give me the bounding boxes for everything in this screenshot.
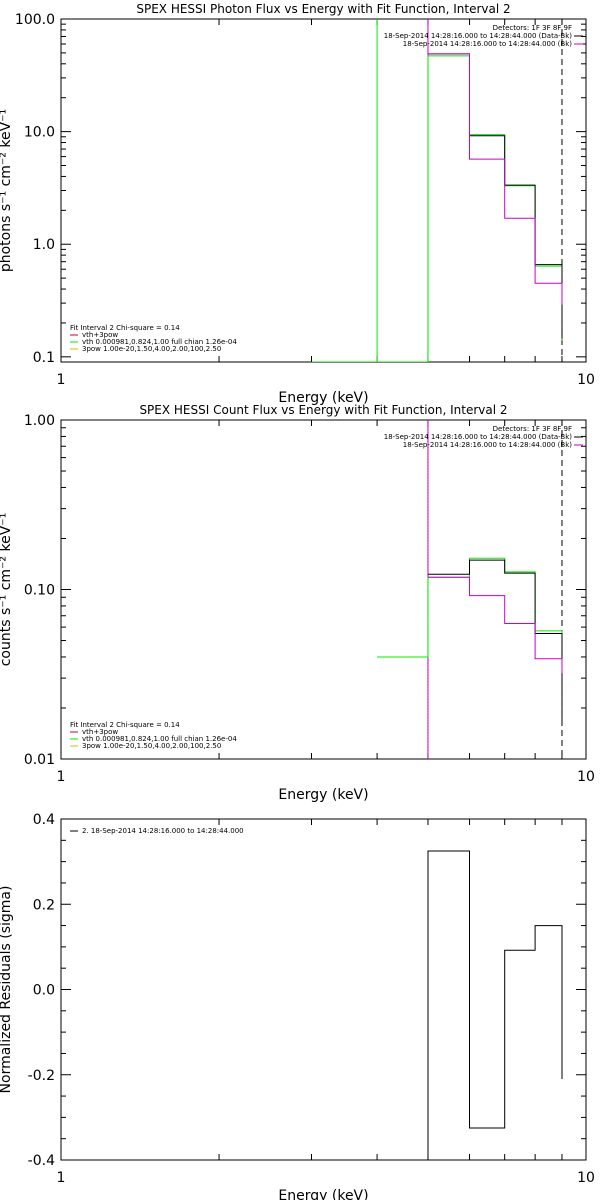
legend-entry: vth 0.000981,0.824,1.00 full chian 1.26e… bbox=[82, 735, 237, 743]
legend-entry: 2. 18-Sep-2014 14:28:16.000 to 14:28:44.… bbox=[82, 827, 244, 835]
legend-entry: 3pow 1.00e-20,1.50,4.00,2.00,100,2.50 bbox=[82, 345, 221, 353]
y-axis-label: photons s⁻¹ cm⁻² keV⁻¹ bbox=[0, 109, 14, 272]
y-axis-label: Normalized Residuals (sigma) bbox=[0, 886, 14, 1094]
y-tick-label: 1.00 bbox=[24, 413, 55, 429]
x-axis-label: Energy (keV) bbox=[278, 787, 368, 803]
x-tick-label: 1 bbox=[57, 769, 66, 785]
legend-header-text: Detectors: 1F 3F 8F 9F bbox=[493, 24, 572, 32]
chart-title: SPEX HESSI Photon Flux vs Energy with Fi… bbox=[136, 2, 510, 16]
plot-frame bbox=[60, 419, 587, 760]
y-tick-label: 100.0 bbox=[15, 12, 55, 28]
x-tick-label: 10 bbox=[577, 1170, 595, 1186]
legend-header-text: 18-Sep-2014 14:28:16.000 to 14:28:44.000… bbox=[403, 40, 573, 48]
y-tick-label: -0.4 bbox=[28, 1153, 55, 1169]
chart-title: SPEX HESSI Count Flux vs Energy with Fit… bbox=[139, 403, 507, 417]
series-step-line bbox=[377, 557, 563, 720]
legend-entry: vth 0.000981,0.824,1.00 full chian 1.26e… bbox=[82, 338, 237, 346]
y-axis-label: counts s⁻¹ cm⁻² keV⁻¹ bbox=[0, 513, 14, 667]
series-step-line bbox=[311, 55, 563, 362]
legend-header-text: 18-Sep-2014 14:28:16.000 to 14:28:44.000… bbox=[403, 441, 573, 449]
x-tick-label: 10 bbox=[577, 372, 595, 388]
legend-entry: vth+3pow bbox=[82, 331, 118, 339]
series-step-line bbox=[428, 576, 563, 674]
y-tick-label: 0.4 bbox=[33, 812, 55, 828]
y-tick-label: 1.0 bbox=[33, 237, 55, 253]
y-tick-label: 10.0 bbox=[24, 125, 55, 141]
x-tick-label: 1 bbox=[57, 1170, 66, 1186]
legend-header-text: 18-Sep-2014 14:28:16.000 to 14:28:44.000… bbox=[384, 433, 573, 441]
x-tick-label: 10 bbox=[577, 769, 595, 785]
series-step-line bbox=[428, 53, 563, 305]
x-tick-label: 1 bbox=[57, 372, 66, 388]
y-tick-label: 0.0 bbox=[33, 983, 55, 999]
y-tick-label: 0.01 bbox=[24, 752, 55, 768]
legend-header-text: 18-Sep-2014 14:28:16.000 to 14:28:44.000… bbox=[384, 32, 573, 40]
legend-header-text: Detectors: 1F 3F 8F 9F bbox=[493, 425, 572, 433]
series-step-line bbox=[428, 559, 563, 725]
y-tick-label: 0.2 bbox=[33, 897, 55, 913]
legend-entry: Fit Interval 2 Chi-square = 0.14 bbox=[70, 721, 180, 729]
series-step-line bbox=[427, 850, 563, 1160]
legend-entry: vth+3pow bbox=[82, 728, 118, 736]
plot-frame bbox=[60, 18, 587, 363]
y-tick-label: 0.1 bbox=[33, 350, 55, 366]
y-tick-label: 0.10 bbox=[24, 583, 55, 599]
series-step-line bbox=[428, 53, 563, 339]
legend-entry: Fit Interval 2 Chi-square = 0.14 bbox=[70, 324, 180, 332]
legend-entry: 3pow 1.00e-20,1.50,4.00,2.00,100,2.50 bbox=[82, 742, 221, 750]
y-tick-label: -0.2 bbox=[28, 1068, 55, 1084]
x-axis-label: Energy (keV) bbox=[278, 390, 368, 406]
x-axis-label: Energy (keV) bbox=[278, 1188, 368, 1200]
plot-frame bbox=[60, 818, 587, 1161]
